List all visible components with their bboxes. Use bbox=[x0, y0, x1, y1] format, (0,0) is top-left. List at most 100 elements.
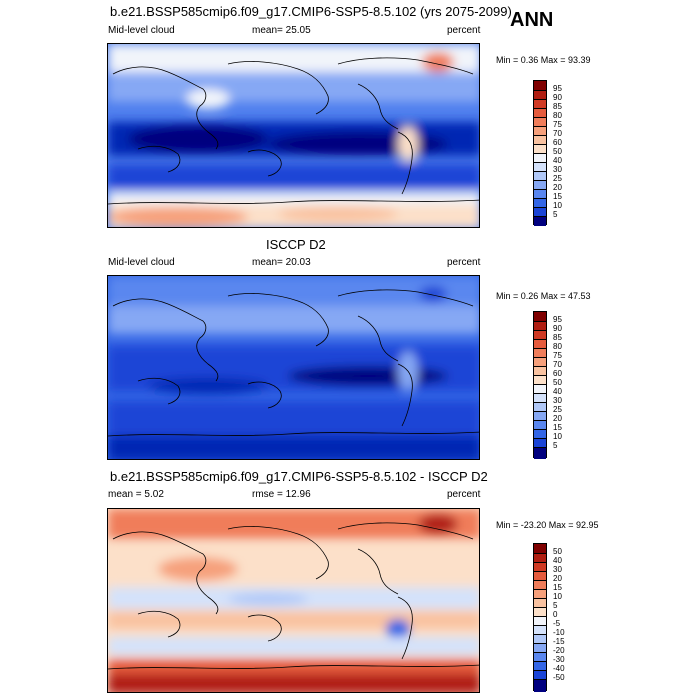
panel2-tick: 30 bbox=[553, 396, 562, 405]
panel1-colorbar-box bbox=[534, 91, 546, 100]
season-label: ANN bbox=[510, 9, 554, 31]
panel2-colorbar-box bbox=[534, 394, 546, 403]
panel1-tick: 70 bbox=[553, 129, 562, 138]
panel2-tick: 70 bbox=[553, 360, 562, 369]
panel1-colorbar-box bbox=[534, 81, 546, 91]
panel2-colorbar-box bbox=[534, 331, 546, 340]
panel3-tick: 0 bbox=[553, 610, 558, 619]
panel3-colorbar-box bbox=[534, 635, 546, 644]
panel1-tick: 50 bbox=[553, 147, 562, 156]
panel2-tick: 20 bbox=[553, 414, 562, 423]
panel3-colorbar-box bbox=[534, 626, 546, 635]
panel2-colorbar-box bbox=[534, 322, 546, 331]
panel2-colorbar-box bbox=[534, 421, 546, 430]
panel1-colorbar-box bbox=[534, 190, 546, 199]
panel3-colorbar-box bbox=[534, 544, 546, 554]
panel3-tick: 50 bbox=[553, 547, 562, 556]
panel3-rmse: rmse = 12.96 bbox=[252, 489, 311, 500]
panel3-tick: -50 bbox=[553, 673, 565, 682]
panel1-colorbar-box bbox=[534, 109, 546, 118]
panel2-colorbar-box bbox=[534, 412, 546, 421]
panel2-colorbar-box bbox=[534, 340, 546, 349]
panel1-colorbar bbox=[533, 80, 547, 226]
panel2-tick: 15 bbox=[553, 423, 562, 432]
panel3-tick: 10 bbox=[553, 592, 562, 601]
panel3-colorbar-box bbox=[534, 680, 546, 692]
panel2-colorbar-box bbox=[534, 403, 546, 412]
panel1-map-field bbox=[108, 44, 479, 227]
panel3-map-field bbox=[108, 509, 479, 692]
panel1-colorbar-box bbox=[534, 118, 546, 127]
panel1-tick: 5 bbox=[553, 210, 558, 219]
panel3-colorbar-box bbox=[534, 572, 546, 581]
panel2-mean: mean= 20.03 bbox=[252, 257, 311, 268]
panel2-minmax: Min = 0.26 Max = 47.53 bbox=[496, 291, 591, 301]
panel2-units: percent bbox=[447, 257, 481, 268]
panel3-colorbar-box bbox=[534, 653, 546, 662]
panel1-colorbar-box bbox=[534, 199, 546, 208]
panel2-colorbar-box bbox=[534, 385, 546, 394]
panel2-title: ISCCP D2 bbox=[266, 237, 326, 252]
panel2-map-field bbox=[108, 276, 479, 459]
panel1-colorbar-box bbox=[534, 217, 546, 226]
panel1-tick: 15 bbox=[553, 192, 562, 201]
panel3-tick: -5 bbox=[553, 619, 561, 628]
panel1-colorbar-box bbox=[534, 154, 546, 163]
panel2-map bbox=[107, 275, 480, 460]
panel3-tick: -15 bbox=[553, 637, 565, 646]
panel2-colorbar-box bbox=[534, 376, 546, 385]
panel3-title: b.e21.BSSP585cmip6.f09_g17.CMIP6-SSP5-8.… bbox=[110, 469, 488, 484]
panel1-tick: 10 bbox=[553, 201, 562, 210]
panel2-tick: 5 bbox=[553, 441, 558, 450]
panel1-variable-label: Mid-level cloud bbox=[108, 25, 175, 36]
panel1-tick: 95 bbox=[553, 84, 562, 93]
panel2-tick: 25 bbox=[553, 405, 562, 414]
panel1-colorbar-box bbox=[534, 145, 546, 154]
panel1-tick: 25 bbox=[553, 174, 562, 183]
panel3-tick: 30 bbox=[553, 565, 562, 574]
panel1-units: percent bbox=[447, 25, 481, 36]
panel3-tick: 20 bbox=[553, 574, 562, 583]
panel3-minmax: Min = -23.20 Max = 92.95 bbox=[496, 520, 599, 530]
panel1-tick: 80 bbox=[553, 111, 562, 120]
panel1-tick: 85 bbox=[553, 102, 562, 111]
panel2-colorbar-box bbox=[534, 312, 546, 322]
panel1-coastlines bbox=[108, 57, 479, 205]
panel1-map bbox=[107, 43, 480, 228]
panel2-colorbar-box bbox=[534, 367, 546, 376]
panel1-colorbar-box bbox=[534, 136, 546, 145]
panel3-mean: mean = 5.02 bbox=[108, 489, 164, 500]
panel3-colorbar-box bbox=[534, 590, 546, 599]
panel2-coastlines bbox=[108, 289, 479, 437]
panel3-colorbar-box bbox=[534, 563, 546, 572]
panel1-colorbar-box bbox=[534, 100, 546, 109]
panel2-variable-label: Mid-level cloud bbox=[108, 257, 175, 268]
panel1-mean: mean= 25.05 bbox=[252, 25, 311, 36]
panel1-tick: 60 bbox=[553, 138, 562, 147]
panel2-tick: 40 bbox=[553, 387, 562, 396]
panel3-colorbar-box bbox=[534, 671, 546, 680]
panel3-colorbar-box bbox=[534, 644, 546, 653]
panel1-colorbar-box bbox=[534, 163, 546, 172]
panel3-tick: 40 bbox=[553, 556, 562, 565]
panel2-tick: 90 bbox=[553, 324, 562, 333]
panel1-minmax: Min = 0.36 Max = 93.39 bbox=[496, 55, 591, 65]
panel1-title: b.e21.BSSP585cmip6.f09_g17.CMIP6-SSP5-8.… bbox=[110, 4, 512, 19]
panel1-colorbar-box bbox=[534, 208, 546, 217]
panel1-tick: 40 bbox=[553, 156, 562, 165]
panel1-tick: 90 bbox=[553, 93, 562, 102]
panel3-tick: -20 bbox=[553, 646, 565, 655]
panel3-colorbar bbox=[533, 543, 547, 692]
panel1-colorbar-box bbox=[534, 181, 546, 190]
panel3-coastlines bbox=[108, 522, 479, 670]
panel1-colorbar-box bbox=[534, 172, 546, 181]
panel2-colorbar-box bbox=[534, 430, 546, 439]
panel3-tick: -40 bbox=[553, 664, 565, 673]
panel3-colorbar-box bbox=[534, 608, 546, 617]
panel2-tick: 75 bbox=[553, 351, 562, 360]
panel2-tick: 50 bbox=[553, 378, 562, 387]
panel3-colorbar-box bbox=[534, 554, 546, 563]
panel2-colorbar bbox=[533, 311, 547, 459]
panel2-colorbar-box bbox=[534, 358, 546, 367]
panel3-tick: 15 bbox=[553, 583, 562, 592]
